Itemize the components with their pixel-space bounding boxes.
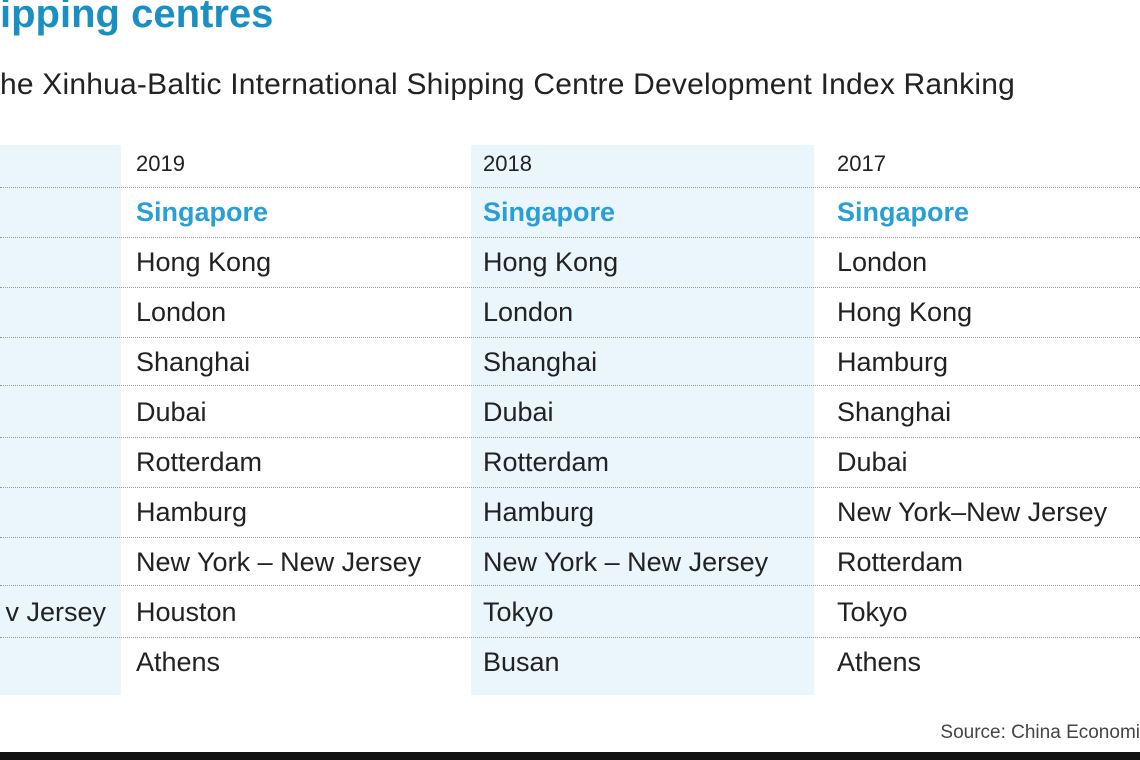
table-cell: Hong Kong xyxy=(483,247,619,277)
table-cell: Shanghai xyxy=(837,397,952,427)
column-shade xyxy=(0,145,121,695)
table-cell: Dubai xyxy=(136,397,207,427)
table-cell: Rotterdam xyxy=(136,447,263,477)
table-cell: Dubai xyxy=(837,447,908,477)
table-cell: Houston xyxy=(136,597,237,627)
table-cell: Athens xyxy=(837,647,922,677)
table-cell: Rotterdam xyxy=(483,447,610,477)
table-cell: New York–New Jersey xyxy=(837,497,1108,527)
source: Source: China Economi xyxy=(940,722,1140,743)
table-cell: New York – New Jersey xyxy=(136,547,422,577)
column-shade xyxy=(471,145,814,695)
table-cell: Tokyo xyxy=(483,597,554,627)
table-cell: Hamburg xyxy=(837,347,949,377)
column-header: 2017 xyxy=(837,151,886,176)
column-header: 2018 xyxy=(483,151,532,176)
table-cell: Shanghai xyxy=(483,347,598,377)
table-cell: v Jersey xyxy=(5,597,106,627)
row-separator xyxy=(0,385,1140,386)
table-cell: Rotterdam xyxy=(837,547,964,577)
table-cell: Shanghai xyxy=(136,347,251,377)
row-separator xyxy=(0,487,1140,488)
row-separator xyxy=(0,637,1140,638)
table-cell: Tokyo xyxy=(837,597,908,627)
table-cell: London xyxy=(483,297,574,327)
table-cell: Singapore xyxy=(837,197,970,227)
row-separator xyxy=(0,537,1140,538)
table-cell: Singapore xyxy=(136,197,269,227)
row-separator xyxy=(0,187,1140,188)
row-separator xyxy=(0,585,1140,586)
row-separator xyxy=(0,337,1140,338)
table-cell: London xyxy=(136,297,227,327)
row-separator xyxy=(0,437,1140,438)
table-cell: Hong Kong xyxy=(136,247,272,277)
table-cell: Athens xyxy=(136,647,221,677)
table-cell: Hamburg xyxy=(483,497,595,527)
column-header: 2019 xyxy=(136,151,185,176)
table-cell: New York – New Jersey xyxy=(483,547,769,577)
title: ipping centres xyxy=(0,0,274,36)
row-separator xyxy=(0,237,1140,238)
table-cell: London xyxy=(837,247,928,277)
table-cell: Busan xyxy=(483,647,560,677)
subtitle: he Xinhua-Baltic International Shipping … xyxy=(0,68,1016,101)
table-cell: Singapore xyxy=(483,197,616,227)
table-cell: Dubai xyxy=(483,397,554,427)
bottom-bar xyxy=(0,752,1140,760)
table-cell: Hong Kong xyxy=(837,297,973,327)
table-cell: Hamburg xyxy=(136,497,248,527)
row-separator xyxy=(0,287,1140,288)
